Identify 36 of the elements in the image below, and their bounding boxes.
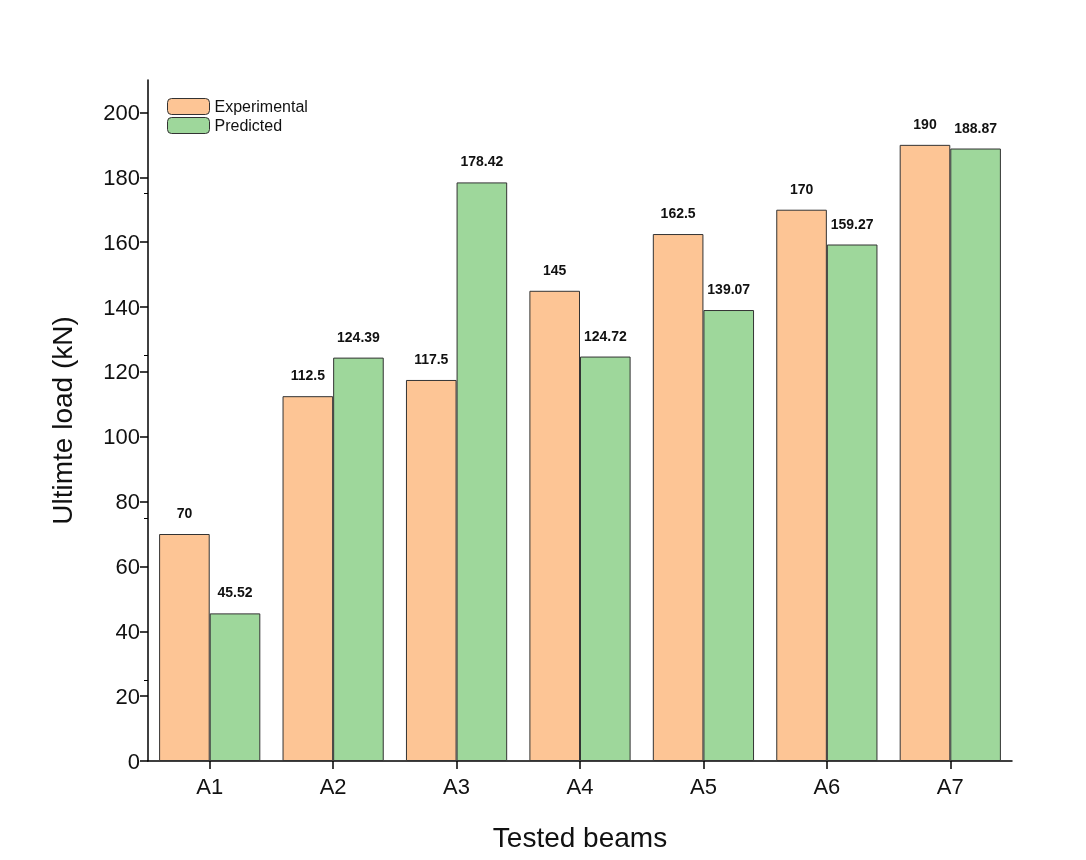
- y-tick-label: 80: [115, 489, 140, 515]
- x-tick-label: A7: [936, 773, 964, 799]
- y-tick-label: 20: [115, 683, 140, 709]
- data-label: 70: [176, 505, 193, 521]
- y-axis-title: Ultimte load (kN): [46, 316, 78, 525]
- y-tick-label: 180: [103, 164, 140, 190]
- y-tick-label: 120: [103, 359, 140, 385]
- data-label: 170: [789, 180, 814, 197]
- legend-label: Experimental: [214, 98, 308, 115]
- data-label: 124.39: [337, 328, 381, 345]
- data-label: 45.52: [217, 584, 253, 601]
- data-label: 159.27: [830, 215, 874, 232]
- x-tick-label: A4: [566, 773, 594, 799]
- x-axis-title: Tested beams: [492, 821, 668, 853]
- y-tick-label: 60: [115, 553, 140, 579]
- data-label: 117.5: [414, 350, 449, 367]
- data-label: 190: [913, 115, 937, 132]
- data-label: 178.42: [460, 153, 504, 170]
- data-label: 188.87: [954, 119, 998, 136]
- x-tick-label: A1: [196, 773, 224, 799]
- data-label: 162.5: [660, 205, 696, 222]
- x-tick-label: A2: [319, 773, 347, 799]
- data-label: 145: [543, 261, 567, 278]
- data-label: 139.07: [707, 281, 751, 298]
- y-tick-label: 160: [103, 229, 140, 255]
- x-tick-label: A3: [443, 773, 471, 799]
- data-label: 112.5: [290, 367, 326, 384]
- data-label: 124.72: [583, 327, 627, 344]
- legend-label: Predicted: [214, 117, 283, 134]
- y-tick-label: 200: [103, 99, 140, 125]
- x-tick-label: A5: [689, 773, 717, 799]
- y-tick-label: 40: [115, 618, 140, 644]
- y-tick-label: 100: [103, 424, 140, 450]
- y-tick-label: 0: [127, 748, 140, 774]
- y-tick-label: 140: [103, 294, 140, 320]
- x-tick-label: A6: [813, 773, 841, 799]
